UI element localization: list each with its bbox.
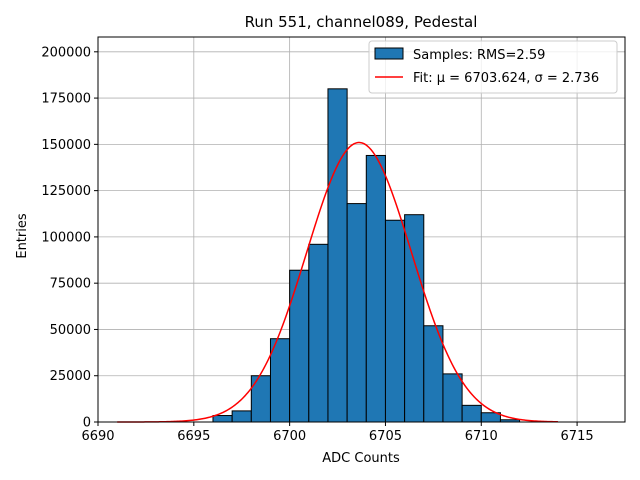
legend-histogram-swatch <box>374 47 404 60</box>
axis-ticks: 6690 6695 6700 6705 6710 6715 0 25000 50000 75000… <box>41 45 593 444</box>
legend-box <box>368 40 618 94</box>
plot-frame <box>97 36 626 423</box>
legend-histogram-label: Samples: RMS=2.59 <box>413 48 545 63</box>
x-tick-label: 6710 <box>465 429 498 444</box>
y-tick-label: 175000 <box>41 92 91 107</box>
y-tick-label: 75000 <box>50 277 91 292</box>
fit-curve-group <box>117 141 558 423</box>
histogram-bar <box>327 88 348 423</box>
histogram-bar <box>461 404 482 423</box>
chart-title: Run 551, channel089, Pedestal <box>245 13 478 31</box>
fit-curve <box>117 141 558 423</box>
y-axis-label: Entries <box>15 213 30 259</box>
y-tick-label: 150000 <box>41 138 91 153</box>
y-tick-label: 125000 <box>41 184 91 199</box>
histogram-bar <box>231 410 252 423</box>
x-tick-label: 6695 <box>177 429 210 444</box>
histogram-bar <box>269 338 291 423</box>
histogram-bar <box>212 415 233 423</box>
legend-fit-label: Fit: μ = 6703.624, σ = 2.736 <box>413 71 599 86</box>
x-tick-label: 6705 <box>369 429 402 444</box>
histogram-bar <box>365 154 386 423</box>
histogram-bar <box>308 243 329 423</box>
y-tick-label: 0 <box>83 416 91 431</box>
x-tick-label: 6715 <box>561 429 594 444</box>
y-tick-label: 100000 <box>41 230 91 245</box>
histogram-bar <box>289 269 310 423</box>
histogram-bar <box>250 375 271 423</box>
histogram-bar <box>442 373 463 423</box>
histogram-bar <box>346 203 367 423</box>
histogram-bar <box>384 219 406 423</box>
histogram-bar <box>423 325 444 423</box>
y-tick-label: 50000 <box>50 323 91 338</box>
x-axis-label: ADC Counts <box>322 451 400 466</box>
legend: Samples: RMS=2.59 Fit: μ = 6703.624, σ =… <box>368 40 618 94</box>
histogram-bars <box>212 88 521 423</box>
y-tick-label: 25000 <box>50 369 91 384</box>
x-tick-label: 6690 <box>81 429 114 444</box>
y-tick-label: 200000 <box>41 45 91 60</box>
x-tick-label: 6700 <box>273 429 306 444</box>
histogram-bar <box>404 214 425 423</box>
